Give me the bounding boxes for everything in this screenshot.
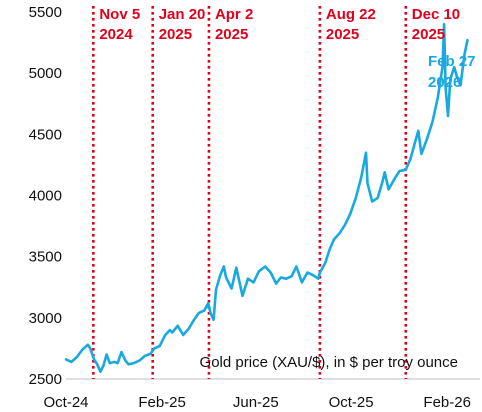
end-label-date: Feb 27 bbox=[428, 53, 476, 70]
y-tick-label: 5000 bbox=[29, 65, 62, 82]
y-tick-label: 2500 bbox=[29, 371, 62, 388]
event-label-year: 2024 bbox=[99, 26, 133, 43]
x-tick-label: Jun-25 bbox=[233, 394, 279, 411]
x-tick-label: Oct-24 bbox=[43, 394, 88, 411]
y-tick-label: 3500 bbox=[29, 249, 62, 266]
y-tick-label: 5500 bbox=[29, 4, 62, 21]
y-tick-label: 3000 bbox=[29, 310, 62, 327]
labels-layer: Nov 5 2024 Jan 20 2025 Apr 2 2025 Aug 22 2025 De… bbox=[99, 6, 475, 91]
gold-price-line bbox=[64, 22, 469, 373]
end-label-year: 2026 bbox=[428, 74, 461, 91]
event-label-date: Dec 10 bbox=[412, 6, 460, 23]
event-label-year: 2025 bbox=[215, 26, 248, 43]
event-label-year: 2025 bbox=[159, 26, 192, 43]
event-label-date: Jan 20 bbox=[159, 6, 206, 23]
event-label-date: Aug 22 bbox=[326, 6, 376, 23]
series-layer bbox=[64, 22, 469, 373]
chart-annotation: Gold price (XAU/$), in $ per troy ounce bbox=[200, 354, 458, 371]
y-tick-label: 4000 bbox=[29, 188, 62, 205]
x-axis: Oct-24 Feb-25 Jun-25 Oct-25 Feb-26 bbox=[43, 378, 480, 411]
x-tick-label: Oct-25 bbox=[329, 394, 374, 411]
event-label-date: Apr 2 bbox=[215, 6, 253, 23]
event-label-date: Nov 5 bbox=[99, 6, 140, 23]
event-label-year: 2025 bbox=[412, 26, 445, 43]
x-tick-label: Feb-25 bbox=[138, 394, 186, 411]
event-markers bbox=[92, 6, 408, 379]
x-tick-label: Feb-26 bbox=[423, 394, 471, 411]
y-axis: 2500 3000 3500 4000 4500 5000 5500 bbox=[29, 4, 62, 388]
event-label-year: 2025 bbox=[326, 26, 359, 43]
y-tick-label: 4500 bbox=[29, 126, 62, 143]
